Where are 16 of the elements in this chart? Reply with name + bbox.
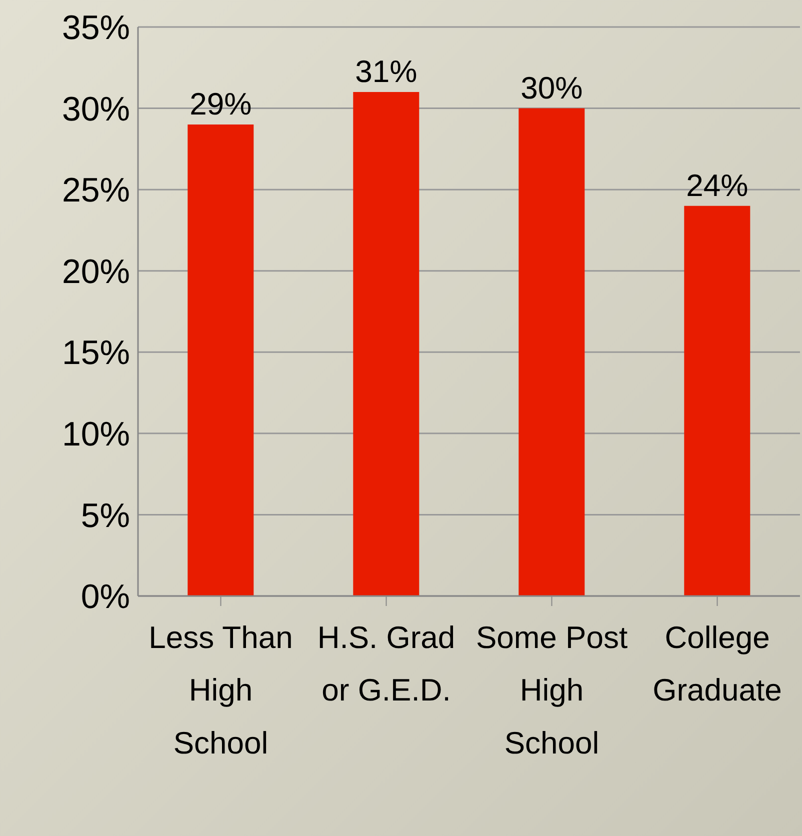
y-tick-label: 5% <box>80 496 130 535</box>
x-tick-label: Some Post High School <box>476 620 628 760</box>
data-label: 30% <box>520 70 583 106</box>
y-tick-label: 10% <box>62 416 130 454</box>
y-tick-label: 25% <box>62 172 130 210</box>
data-label: 24% <box>686 168 748 203</box>
y-tick-label: 35% <box>62 9 130 48</box>
x-tick-label: Less Than High School <box>148 620 293 760</box>
data-label: 31% <box>355 54 418 90</box>
data-label: 29% <box>190 86 252 122</box>
y-tick-label: 30% <box>62 90 130 128</box>
x-tick-label: H.S. Grad or G.E.D. <box>317 620 456 708</box>
y-tick-label: 20% <box>62 252 130 291</box>
x-tick-label: College Graduate <box>652 620 782 708</box>
y-tick-label: 0% <box>80 578 130 616</box>
y-tick-label: 15% <box>62 334 130 372</box>
